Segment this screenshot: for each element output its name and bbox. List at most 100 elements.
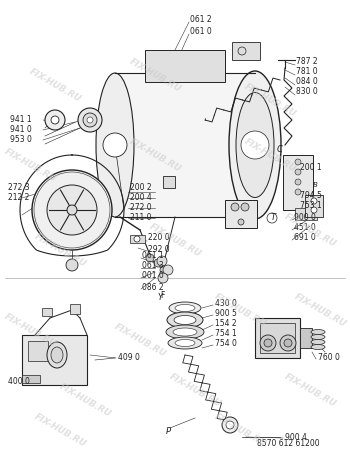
Bar [22, 375, 40, 383]
Text: B: B [313, 182, 317, 188]
Text: FIX-HUB.RU: FIX-HUB.RU [127, 57, 182, 94]
Ellipse shape [311, 334, 325, 339]
Ellipse shape [47, 342, 67, 368]
Text: FIX-HUB.RU: FIX-HUB.RU [212, 412, 267, 449]
Circle shape [280, 335, 296, 351]
Text: FIX-HUB.RU: FIX-HUB.RU [28, 67, 83, 104]
Circle shape [231, 203, 239, 211]
Circle shape [311, 207, 317, 213]
Text: 787 2: 787 2 [296, 58, 318, 67]
Text: 754 1: 754 1 [215, 328, 237, 338]
Ellipse shape [168, 337, 202, 349]
Circle shape [51, 116, 59, 124]
Circle shape [163, 265, 173, 275]
Circle shape [264, 339, 272, 347]
Text: 400 0: 400 0 [8, 378, 30, 387]
Text: 220 0: 220 0 [148, 234, 170, 243]
Text: 430 0: 430 0 [215, 298, 237, 307]
Bar [22, 335, 87, 385]
Text: T: T [271, 213, 275, 222]
Text: 953 0: 953 0 [10, 135, 32, 144]
Ellipse shape [96, 73, 134, 217]
Bar [295, 208, 317, 220]
Ellipse shape [175, 339, 195, 346]
Bar [232, 42, 260, 60]
Circle shape [45, 110, 65, 130]
Circle shape [295, 169, 301, 175]
Text: 292 0: 292 0 [148, 244, 170, 253]
Text: 900 4: 900 4 [285, 433, 307, 442]
Circle shape [295, 189, 301, 195]
Bar [42, 308, 52, 316]
Circle shape [66, 259, 78, 271]
Bar [130, 235, 145, 243]
Bar [115, 73, 255, 217]
Text: FIX-HUB.RU: FIX-HUB.RU [243, 81, 298, 118]
Text: 900 5: 900 5 [215, 309, 237, 318]
Text: FIX-HUB.RU: FIX-HUB.RU [2, 147, 57, 184]
Ellipse shape [236, 93, 274, 198]
Bar [163, 176, 175, 188]
Circle shape [160, 266, 168, 274]
Circle shape [311, 198, 317, 204]
Circle shape [78, 108, 102, 132]
Circle shape [226, 421, 234, 429]
Text: FIX-HUB.RU: FIX-HUB.RU [127, 136, 182, 173]
Circle shape [238, 219, 244, 225]
Ellipse shape [311, 339, 325, 345]
Text: 691 0: 691 0 [294, 234, 316, 243]
Circle shape [238, 47, 246, 55]
Circle shape [32, 170, 112, 250]
Text: FIX-HUB.RU: FIX-HUB.RU [243, 136, 298, 173]
Circle shape [222, 417, 238, 433]
Text: 754 0: 754 0 [215, 338, 237, 347]
Text: FIX-HUB.RU: FIX-HUB.RU [168, 372, 223, 409]
Ellipse shape [167, 312, 203, 328]
Text: C: C [265, 121, 271, 130]
Bar [225, 200, 257, 228]
Text: 211 0: 211 0 [130, 213, 152, 222]
Text: FIX-HUB.RU: FIX-HUB.RU [293, 292, 348, 328]
Bar [260, 323, 295, 353]
Ellipse shape [166, 325, 204, 339]
Text: FIX-HUB.RU: FIX-HUB.RU [282, 372, 337, 409]
Text: 451 0: 451 0 [294, 224, 316, 233]
Circle shape [134, 236, 140, 242]
Bar [28, 341, 48, 361]
Text: FIX-HUB.RU: FIX-HUB.RU [282, 212, 337, 248]
Ellipse shape [174, 315, 196, 324]
Text: 272 0: 272 0 [130, 203, 152, 212]
Text: FIX-HUB.RU: FIX-HUB.RU [2, 311, 57, 348]
Text: 900 0: 900 0 [294, 213, 316, 222]
Text: Y: Y [158, 293, 162, 302]
Text: FIX-HUB.RU: FIX-HUB.RU [212, 292, 267, 328]
Circle shape [158, 273, 168, 283]
Text: 941 1: 941 1 [10, 116, 32, 125]
Text: 409 0: 409 0 [118, 354, 140, 363]
Ellipse shape [175, 305, 195, 311]
Text: FIX-HUB.RU: FIX-HUB.RU [148, 221, 202, 258]
Bar [70, 304, 80, 314]
Text: FIX-HUB.RU: FIX-HUB.RU [113, 322, 167, 359]
Text: 781 0: 781 0 [296, 68, 318, 76]
Circle shape [295, 179, 301, 185]
Circle shape [241, 131, 269, 159]
Ellipse shape [169, 302, 201, 314]
Circle shape [83, 113, 97, 127]
Circle shape [154, 259, 162, 267]
Text: FIX-HUB.RU: FIX-HUB.RU [33, 412, 88, 449]
Circle shape [103, 133, 127, 157]
Circle shape [241, 203, 249, 211]
Text: 212 2: 212 2 [8, 194, 29, 202]
Text: 272 3: 272 3 [8, 184, 30, 193]
Text: 794 5: 794 5 [300, 190, 322, 199]
Text: P: P [166, 428, 170, 436]
Text: 061 1: 061 1 [142, 251, 164, 260]
Text: 753 1: 753 1 [300, 201, 322, 210]
Text: 200 4: 200 4 [130, 194, 152, 202]
Circle shape [47, 185, 97, 235]
Text: C: C [277, 145, 283, 154]
Circle shape [295, 159, 301, 165]
Text: F: F [160, 292, 164, 301]
Text: 830 0: 830 0 [296, 87, 318, 96]
